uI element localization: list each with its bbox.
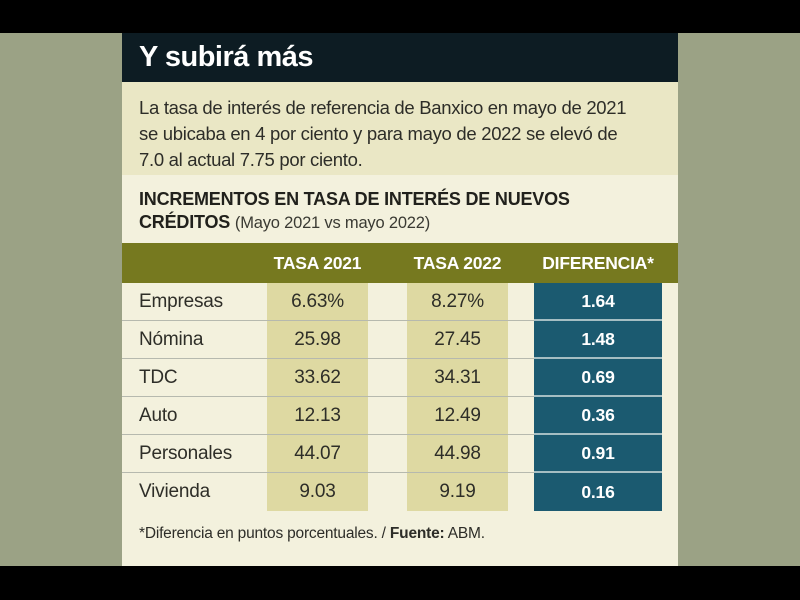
header-cell-empty [122, 243, 267, 283]
header-right-pad [662, 243, 678, 283]
page-title: Y subirá más [139, 41, 314, 73]
footnote-text: *Diferencia en puntos porcentuales. / [139, 525, 386, 542]
cell-diferencia: 0.69 [534, 359, 662, 397]
cell-right-pad [662, 321, 678, 359]
row-label: Personales [122, 435, 267, 473]
cell-gap [508, 473, 534, 511]
cell-tasa-2021: 44.07 [267, 435, 368, 473]
rates-table-section: INCREMENTOS EN TASA DE INTERÉS DE NUEVOS… [122, 175, 678, 566]
cell-gap [368, 321, 407, 359]
cell-right-pad [662, 397, 678, 435]
table-header-row: TASA 2021 TASA 2022 DIFERENCIA* [122, 243, 678, 283]
footnote: *Diferencia en puntos porcentuales. / Fu… [122, 511, 678, 543]
row-label: Empresas [122, 283, 267, 321]
table-row: Empresas 6.63% 8.27% 1.64 [122, 283, 678, 321]
cell-diferencia: 1.64 [534, 283, 662, 321]
cell-diferencia: 1.48 [534, 321, 662, 359]
cell-tasa-2021: 6.63% [267, 283, 368, 321]
cell-tasa-2022: 9.19 [407, 473, 508, 511]
cell-right-pad [662, 473, 678, 511]
row-label: Auto [122, 397, 267, 435]
table-row: TDC 33.62 34.31 0.69 [122, 359, 678, 397]
bottom-letterbox-bar [0, 566, 800, 600]
table-row: Auto 12.13 12.49 0.36 [122, 397, 678, 435]
source-label: Fuente: [389, 525, 445, 542]
cell-tasa-2022: 12.49 [407, 397, 508, 435]
cell-right-pad [662, 359, 678, 397]
section-title-line2: CRÉDITOS [139, 212, 231, 232]
header-gap [368, 243, 407, 283]
intro-line-2: se ubicaba en 4 por ciento y para mayo d… [139, 123, 618, 144]
infographic-background: Y subirá más La tasa de interés de refer… [0, 33, 800, 566]
table-row: Personales 44.07 44.98 0.91 [122, 435, 678, 473]
cell-gap [508, 435, 534, 473]
cell-tasa-2022: 34.31 [407, 359, 508, 397]
cell-gap [508, 359, 534, 397]
table-row: Nómina 25.98 27.45 1.48 [122, 321, 678, 359]
cell-gap [368, 359, 407, 397]
header-cell-tasa-2022: TASA 2022 [413, 252, 502, 273]
row-label: TDC [122, 359, 267, 397]
header-cell-diferencia: DIFERENCIA* [542, 252, 654, 273]
section-subtitle: (Mayo 2021 vs mayo 2022) [234, 214, 431, 232]
infographic-panel: Y subirá más La tasa de interés de refer… [122, 33, 678, 566]
cell-gap [368, 283, 407, 321]
cell-gap [368, 473, 407, 511]
source-value: ABM. [447, 525, 485, 542]
cell-tasa-2021: 9.03 [267, 473, 368, 511]
row-label: Nómina [122, 321, 267, 359]
section-title-line1: INCREMENTOS EN TASA DE INTERÉS DE NUEVOS [139, 189, 570, 209]
intro-line-3: 7.0 al actual 7.75 por ciento. [139, 149, 363, 170]
cell-gap [508, 397, 534, 435]
header-cell-tasa-2021: TASA 2021 [273, 252, 362, 273]
top-letterbox-bar [0, 0, 800, 33]
cell-right-pad [662, 435, 678, 473]
cell-tasa-2022: 8.27% [407, 283, 508, 321]
table-row: Vivienda 9.03 9.19 0.16 [122, 473, 678, 511]
table-body: Empresas 6.63% 8.27% 1.64 Nómina 25.98 2… [122, 283, 678, 511]
cell-gap [368, 435, 407, 473]
cell-tasa-2022: 27.45 [407, 321, 508, 359]
header-gap [508, 243, 534, 283]
cell-gap [508, 283, 534, 321]
row-label: Vivienda [139, 481, 210, 502]
cell-diferencia: 0.36 [534, 397, 662, 435]
cell-diferencia: 0.16 [534, 473, 662, 511]
cell-tasa-2021: 12.13 [267, 397, 368, 435]
cell-gap [368, 397, 407, 435]
cell-tasa-2021: 25.98 [267, 321, 368, 359]
cell-tasa-2022: 44.98 [407, 435, 508, 473]
cell-diferencia: 0.91 [534, 435, 662, 473]
cell-gap [508, 321, 534, 359]
cell-tasa-2021: 33.62 [267, 359, 368, 397]
cell-right-pad [662, 283, 678, 321]
intro-line-1: La tasa de interés de referencia de Banx… [139, 97, 627, 118]
intro-box: La tasa de interés de referencia de Banx… [122, 82, 678, 175]
title-bar: Y subirá más [122, 33, 678, 82]
section-title: INCREMENTOS EN TASA DE INTERÉS DE NUEVOS… [122, 175, 678, 243]
